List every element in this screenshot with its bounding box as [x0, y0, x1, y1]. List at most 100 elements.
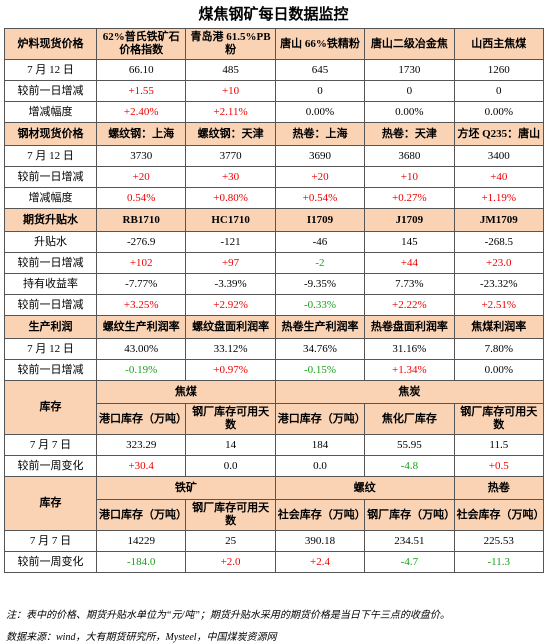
table-cell: -276.9: [95, 231, 187, 253]
table-cell: 55.95: [364, 434, 455, 456]
table-cell: 唐山 66%铁精粉: [274, 28, 366, 60]
table-cell: 0: [364, 80, 455, 102]
table-cell: 14: [185, 434, 276, 456]
table-cell: 66.10: [95, 59, 187, 81]
table-cell: -0.33%: [274, 294, 366, 316]
table-row: 较前一日增减 +20 +30 +20 +10 +40: [4, 166, 545, 188]
table-cell: 较前一日增减: [4, 294, 97, 316]
table-row: 钢材现货价格 螺纹钢：上海 螺纹钢：天津 热卷：上海 热卷：天津 方坯 Q235：唐山: [4, 122, 545, 146]
table-cell: +20: [95, 166, 187, 188]
table-cell: +1.55: [95, 80, 187, 102]
table-cell: +2.92%: [185, 294, 276, 316]
table-cell: 钢厂库存可用天数: [185, 499, 276, 531]
table-cell: +0.27%: [364, 187, 455, 209]
table-cell: 螺纹生产利润率: [95, 315, 187, 339]
source: 数据来源：wind，大有期货研究所，Mysteel，中国煤炭资源网: [6, 632, 277, 643]
table-cell: 0: [274, 80, 366, 102]
table-cell: +10: [185, 80, 276, 102]
title: 煤焦钢矿每日数据监控: [198, 7, 349, 23]
table-cell: -184.0: [95, 551, 187, 573]
note: 注：表中的价格、期货升贴水单位为“元/吨”；期货升贴水采用的期货价格是当日下午三…: [6, 610, 450, 621]
table-cell: +10: [364, 166, 455, 188]
table-cell: 43.00%: [95, 338, 187, 360]
table-cell: +30: [185, 166, 276, 188]
table-cell: 热卷生产利润率: [274, 315, 366, 339]
table-cell: 0.54%: [95, 187, 187, 209]
table-cell: -23.32%: [453, 273, 545, 295]
table-cell: 焦炭: [274, 380, 545, 404]
table-cell: RB1710: [95, 208, 187, 232]
table-cell: 钢厂库存可用天数: [453, 403, 545, 435]
table-cell: 山西主焦煤: [453, 28, 545, 60]
table-cell: 14229: [95, 530, 187, 552]
table-cell: +2.4: [274, 551, 366, 573]
table-cell: 螺纹钢：天津: [185, 122, 276, 146]
table-cell: 港口库存（万吨）: [95, 403, 187, 435]
table-cell: 较前一日增减: [4, 359, 97, 381]
table-row: 较前一日增减 +102 +97 -2 +44 +23.0: [4, 252, 545, 274]
table-cell: +30.4: [95, 455, 187, 477]
table-cell: 645: [274, 59, 366, 81]
table-row: 港口库存（万吨） 钢厂库存可用天数 社会库存（万吨） 钢厂库存（万吨） 社会库存（万吨）: [5, 499, 545, 531]
table-cell: +1.19%: [453, 187, 545, 209]
table-cell: 升贴水: [4, 231, 97, 253]
table-cell: 螺纹钢：上海: [95, 122, 187, 146]
table-cell: +20: [274, 166, 366, 188]
table-cell: 1260: [453, 59, 545, 81]
table-cell: 7.73%: [364, 273, 455, 295]
table-cell: 0.00%: [274, 101, 366, 123]
table-row: 较前一周变化 +30.4 0.0 0.0 -4.8 +0.5: [4, 455, 545, 477]
table-cell: 0.0: [185, 455, 276, 477]
table-cell: +0.97%: [185, 359, 276, 381]
table-cell: 增减幅度: [4, 101, 97, 123]
table-row: 7 月 12 日 3730 3770 3690 3680 3400: [4, 145, 545, 167]
table-cell: +40: [453, 166, 545, 188]
table-cell: -121: [185, 231, 276, 253]
table-row: 较前一日增减 -0.19% +0.97% -0.15% +1.34% 0.00%: [4, 359, 545, 381]
table-cell: 184: [274, 434, 366, 456]
table-cell: 焦化厂库存: [364, 403, 455, 435]
table-cell: 3730: [95, 145, 187, 167]
table-cell: +2.40%: [95, 101, 187, 123]
table-cell: 铁矿: [96, 476, 276, 500]
table-cell: 25: [185, 530, 276, 552]
table-cell: 社会库存（万吨）: [453, 499, 545, 531]
table-cell: 生产利润: [4, 315, 97, 339]
table-cell: 31.16%: [364, 338, 455, 360]
table-cell: 3770: [185, 145, 276, 167]
table-cell: +0.80%: [185, 187, 276, 209]
table-cell: 港口库存（万吨）: [95, 499, 187, 531]
table-cell: 热卷: [453, 476, 545, 500]
table-cell: 炉料现货价格: [4, 28, 97, 60]
table-cell: 0.00%: [453, 101, 545, 123]
table-cell: -268.5: [453, 231, 545, 253]
table-cell: 7 月 7 日: [4, 530, 97, 552]
table-cell: 钢厂库存（万吨）: [364, 499, 455, 531]
table-cell: -11.3: [453, 551, 545, 573]
table-cell: 7 月 12 日: [4, 338, 97, 360]
table-cell: +0.5: [453, 455, 545, 477]
table-row: 持有收益率 -7.77% -3.39% -9.35% 7.73% -23.32%: [4, 273, 545, 295]
table-row: 增减幅度 +2.40% +2.11% 0.00% 0.00% 0.00%: [4, 101, 545, 123]
table-cell: +1.34%: [364, 359, 455, 381]
table-row: 港口库存（万吨） 钢厂库存可用天数 港口库存（万吨） 焦化厂库存 钢厂库存可用天数: [5, 403, 545, 435]
table-cell: 钢材现货价格: [4, 122, 97, 146]
table-cell: 485: [185, 59, 276, 81]
table-cell: 62%普氏铁矿石价格指数: [95, 28, 187, 60]
table-cell: 1730: [364, 59, 455, 81]
table-cell: 热卷：上海: [274, 122, 366, 146]
table-cell: JM1709: [453, 208, 545, 232]
table-cell: 较前一日增减: [4, 80, 97, 102]
table-cell: 145: [364, 231, 455, 253]
table-row: 库存 铁矿 螺纹 热卷: [4, 476, 545, 531]
table-cell: +2.0: [185, 551, 276, 573]
table-cell: +23.0: [453, 252, 545, 274]
table-cell: 库存: [4, 476, 97, 531]
table-cell: 较前一日增减: [4, 166, 97, 188]
table-row: 7 月 7 日 323.29 14 184 55.95 11.5: [4, 434, 545, 456]
table-cell: +102: [95, 252, 187, 274]
table-cell: 234.51: [364, 530, 455, 552]
table-cell: 期货升贴水: [4, 208, 97, 232]
table-cell: +44: [364, 252, 455, 274]
table-cell: 持有收益率: [4, 273, 97, 295]
